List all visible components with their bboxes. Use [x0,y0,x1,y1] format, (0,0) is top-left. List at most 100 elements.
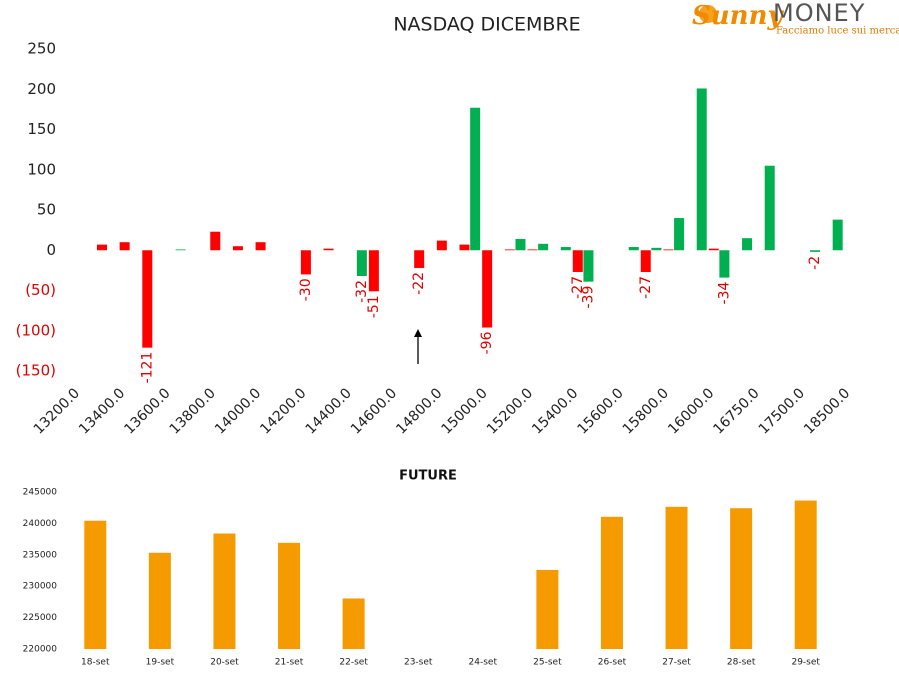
x-tick-label: 16000.0 [665,385,717,437]
logo: Sunny MONEY Facciamo luce sui mercati [692,0,899,37]
y-tick-label: 230000 [23,582,58,592]
y-tick-label: 240000 [23,519,58,529]
x-tick-label: 15000.0 [439,385,491,437]
y-tick-label: 235000 [23,550,58,560]
y-tick-label: 245000 [23,488,58,498]
bar [255,242,266,251]
y-tick-label: 220000 [23,645,58,655]
data-label: -22 [411,272,427,295]
chart-title: NASDAQ DICEMBRE [393,14,580,36]
bar [628,247,639,251]
y-tick-label: 50 [37,201,56,219]
y-tick-label: 150 [27,120,56,138]
x-tick-label: 17500.0 [756,385,808,437]
y-tick-label: (100) [16,321,56,339]
y-tick-label: 250 [27,40,56,58]
bar [663,249,674,251]
bar [459,244,470,251]
bar [368,250,379,292]
bar [719,250,730,278]
bar [764,165,775,251]
x-tick-label: 18-set [81,658,110,668]
x-tick-label: 15800.0 [620,385,672,437]
y-tick-label: 225000 [23,613,58,623]
bar [832,219,843,251]
x-tick-label: 20-set [210,658,239,668]
bar [794,500,817,649]
bar [414,250,425,268]
chart-title: FUTURE [399,469,457,484]
bar [583,250,594,282]
bar [708,248,719,251]
logo-name: Sunny [692,1,784,31]
x-tick-label: 25-set [533,658,562,668]
bar [572,250,583,272]
data-label: -27 [638,276,654,299]
bar [323,248,334,251]
data-label: -39 [580,286,596,309]
x-tick-label: 14200.0 [257,385,309,437]
data-label: -27 [570,276,586,299]
data-label: -51 [366,295,382,318]
x-tick-label: 27-set [662,658,691,668]
bar [640,250,651,272]
annotation-arrow [414,329,422,364]
arrow-head [414,329,422,337]
bar [356,250,367,277]
bar [730,508,753,649]
x-tick-label: 13200.0 [31,385,83,437]
bar [696,88,707,251]
y-tick-label: (50) [25,281,56,299]
bar [674,218,685,251]
bar [600,516,623,649]
bar [742,238,753,251]
data-label: -2 [807,256,823,270]
bar [504,249,515,251]
bar [210,231,221,251]
x-tick-label: 13600.0 [121,385,173,437]
bar [96,244,107,251]
bar [482,250,493,328]
x-tick-label: 15400.0 [529,385,581,437]
bar [119,242,130,251]
data-label: -30 [298,278,314,301]
bar [665,506,688,649]
x-tick-label: 28-set [727,658,756,668]
bar [538,243,549,251]
bar [810,250,821,252]
data-label: -32 [354,280,370,303]
x-tick-label: 26-set [598,658,627,668]
x-tick-label: 14800.0 [393,385,445,437]
x-tick-label: 22-set [339,658,368,668]
bar [142,250,153,348]
data-label: -34 [716,282,732,305]
bar [148,552,171,649]
bar [560,247,571,251]
logo-sun [699,5,717,23]
x-tick-label: 18500.0 [801,385,853,437]
y-tick-label: 200 [27,80,56,98]
x-tick-label: 14400.0 [303,385,355,437]
x-tick-label: 23-set [404,658,433,668]
bar [84,520,107,649]
x-tick-label: 15600.0 [574,385,626,437]
x-tick-label: 21-set [275,658,304,668]
bar [175,249,186,251]
bar [278,542,301,649]
bar [436,240,447,251]
x-tick-label: 14600.0 [348,385,400,437]
data-label: -96 [479,331,495,354]
x-tick-label: 14000.0 [212,385,264,437]
x-tick-label: 29-set [791,658,820,668]
bar [342,598,365,649]
logo-tagline: Facciamo luce sui mercati [776,26,899,37]
bar [470,107,481,251]
bar [300,250,311,275]
bar [536,569,559,649]
x-tick-label: 24-set [469,658,498,668]
x-tick-label: 16750.0 [710,385,762,437]
logo-brand: MONEY [773,0,865,27]
x-tick-label: 15200.0 [484,385,536,437]
y-tick-label: 0 [46,241,56,259]
